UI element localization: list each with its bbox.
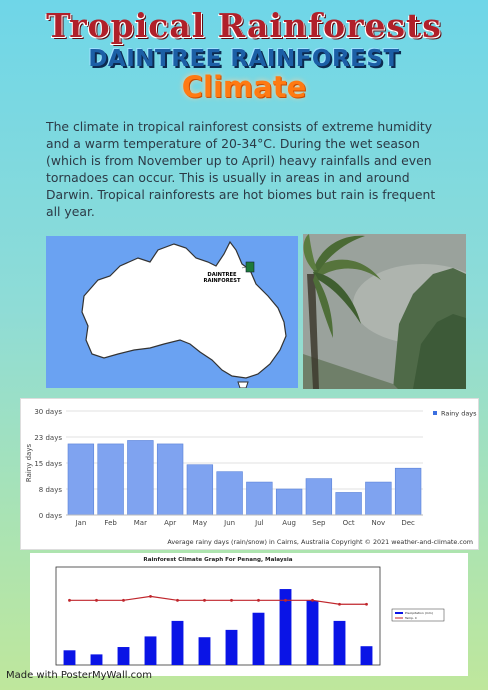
bar-precipitation	[360, 646, 373, 665]
bar-precipitation	[225, 629, 238, 665]
bar-precipitation	[90, 654, 103, 665]
y-tick-label: 8 days	[39, 486, 63, 494]
bar-precipitation	[252, 612, 265, 665]
bar-rainy-days	[335, 492, 362, 516]
x-tick-label: Mar	[134, 519, 147, 527]
tasmania	[237, 381, 249, 389]
poster-subtitle: DAINTREE RAINFOREST	[88, 46, 400, 72]
x-tick-label: Oct	[343, 519, 355, 527]
bar-rainy-days	[67, 443, 95, 516]
x-tick-label: Jul	[254, 519, 264, 527]
legend-swatch-precip	[395, 612, 403, 614]
rainy-days-chart: 0 days 8 days 15 days 23 days 30 days Rainy d…	[20, 398, 479, 550]
rainforest-photo	[303, 234, 466, 389]
temperature-point	[257, 598, 260, 602]
marker-leader	[241, 266, 247, 269]
x-tick-label: May	[193, 519, 207, 527]
chart-caption: Average rainy days (rain/snow) in Cairns…	[167, 538, 473, 546]
x-tick-label: Dec	[401, 519, 415, 527]
australia-landmass	[81, 240, 287, 379]
penang-climate-chart: Rainforest Climate Graph For Penang, Mal…	[30, 553, 468, 676]
bar-rainy-days	[365, 481, 392, 516]
legend-label-precip: Precipitation (mm)	[405, 611, 433, 615]
intro-paragraph: The climate in tropical rainforest consi…	[46, 119, 436, 219]
legend-label: Rainy days	[441, 410, 477, 418]
x-tick-label: Jun	[223, 519, 235, 527]
x-tick-label: Nov	[372, 519, 386, 527]
bar-rainy-days	[127, 440, 154, 516]
legend-swatch	[433, 411, 437, 415]
x-tick-label: Aug	[282, 519, 296, 527]
bar-precipitation	[279, 589, 292, 665]
temperature-point	[122, 598, 125, 602]
plot-frame	[55, 566, 381, 666]
footer-credit: Made with PosterMyWall.com	[6, 670, 153, 681]
rainforest-marker	[245, 261, 255, 273]
bar-precipitation	[198, 637, 211, 665]
temperature-point	[149, 595, 152, 598]
section-heading: Climate	[181, 70, 307, 104]
bar-precipitation	[333, 620, 346, 665]
temperature-point	[68, 598, 71, 602]
y-tick-label: 23 days	[34, 434, 62, 442]
y-tick-label: 0 days	[39, 512, 63, 520]
bar-rainy-days	[186, 464, 214, 516]
y-tick-label: 15 days	[34, 460, 62, 468]
chart-title: Rainforest Climate Graph For Penang, Mal…	[143, 557, 292, 563]
map-label-1: DAINTREE	[207, 272, 237, 278]
bar-precipitation	[117, 647, 130, 665]
x-tick-label: Apr	[164, 519, 176, 527]
poster-title: Tropical Rainforests	[46, 6, 442, 45]
bar-rainy-days	[246, 481, 273, 516]
australia-map-graphic: DAINTREE RAINFOREST	[81, 240, 287, 389]
bar-rainy-days	[156, 443, 184, 516]
bar-precipitation	[171, 620, 184, 665]
bar-precipitation	[306, 600, 319, 665]
bar-rainy-days	[305, 478, 333, 516]
penang-climate-chart-svg: Rainforest Climate Graph For Penang, Mal…	[55, 557, 445, 666]
x-tick-label: Jan	[74, 519, 86, 527]
temperature-point	[95, 598, 98, 602]
rainforest-photo-graphic	[303, 234, 466, 389]
bar-rainy-days	[275, 488, 303, 516]
australia-map: DAINTREE RAINFOREST	[46, 236, 298, 389]
y-tick-label: 30 days	[34, 408, 62, 416]
bar-precipitation	[144, 636, 157, 665]
map-label-2: RAINFOREST	[203, 278, 241, 284]
temperature-point	[311, 598, 314, 602]
y-axis-label: Rainy days	[25, 444, 33, 483]
x-tick-label: Feb	[104, 519, 117, 527]
temperature-point	[230, 598, 233, 602]
legend-box	[391, 608, 445, 622]
rainy-days-chart-svg: 0 days 8 days 15 days 23 days 30 days Rainy d…	[25, 408, 477, 546]
bar-precipitation	[63, 650, 76, 665]
temperature-point	[176, 598, 179, 602]
bar-rainy-days	[394, 467, 422, 516]
x-tick-label: Sep	[312, 519, 326, 527]
temperature-point	[203, 598, 206, 602]
temperature-line	[69, 595, 367, 605]
temperature-point	[338, 602, 341, 606]
bar-rainy-days	[216, 471, 243, 516]
legend-label-temp: Temp. C	[404, 616, 417, 620]
temperature-point	[365, 602, 368, 606]
temperature-point	[284, 598, 287, 602]
bar-rainy-days	[97, 443, 124, 516]
